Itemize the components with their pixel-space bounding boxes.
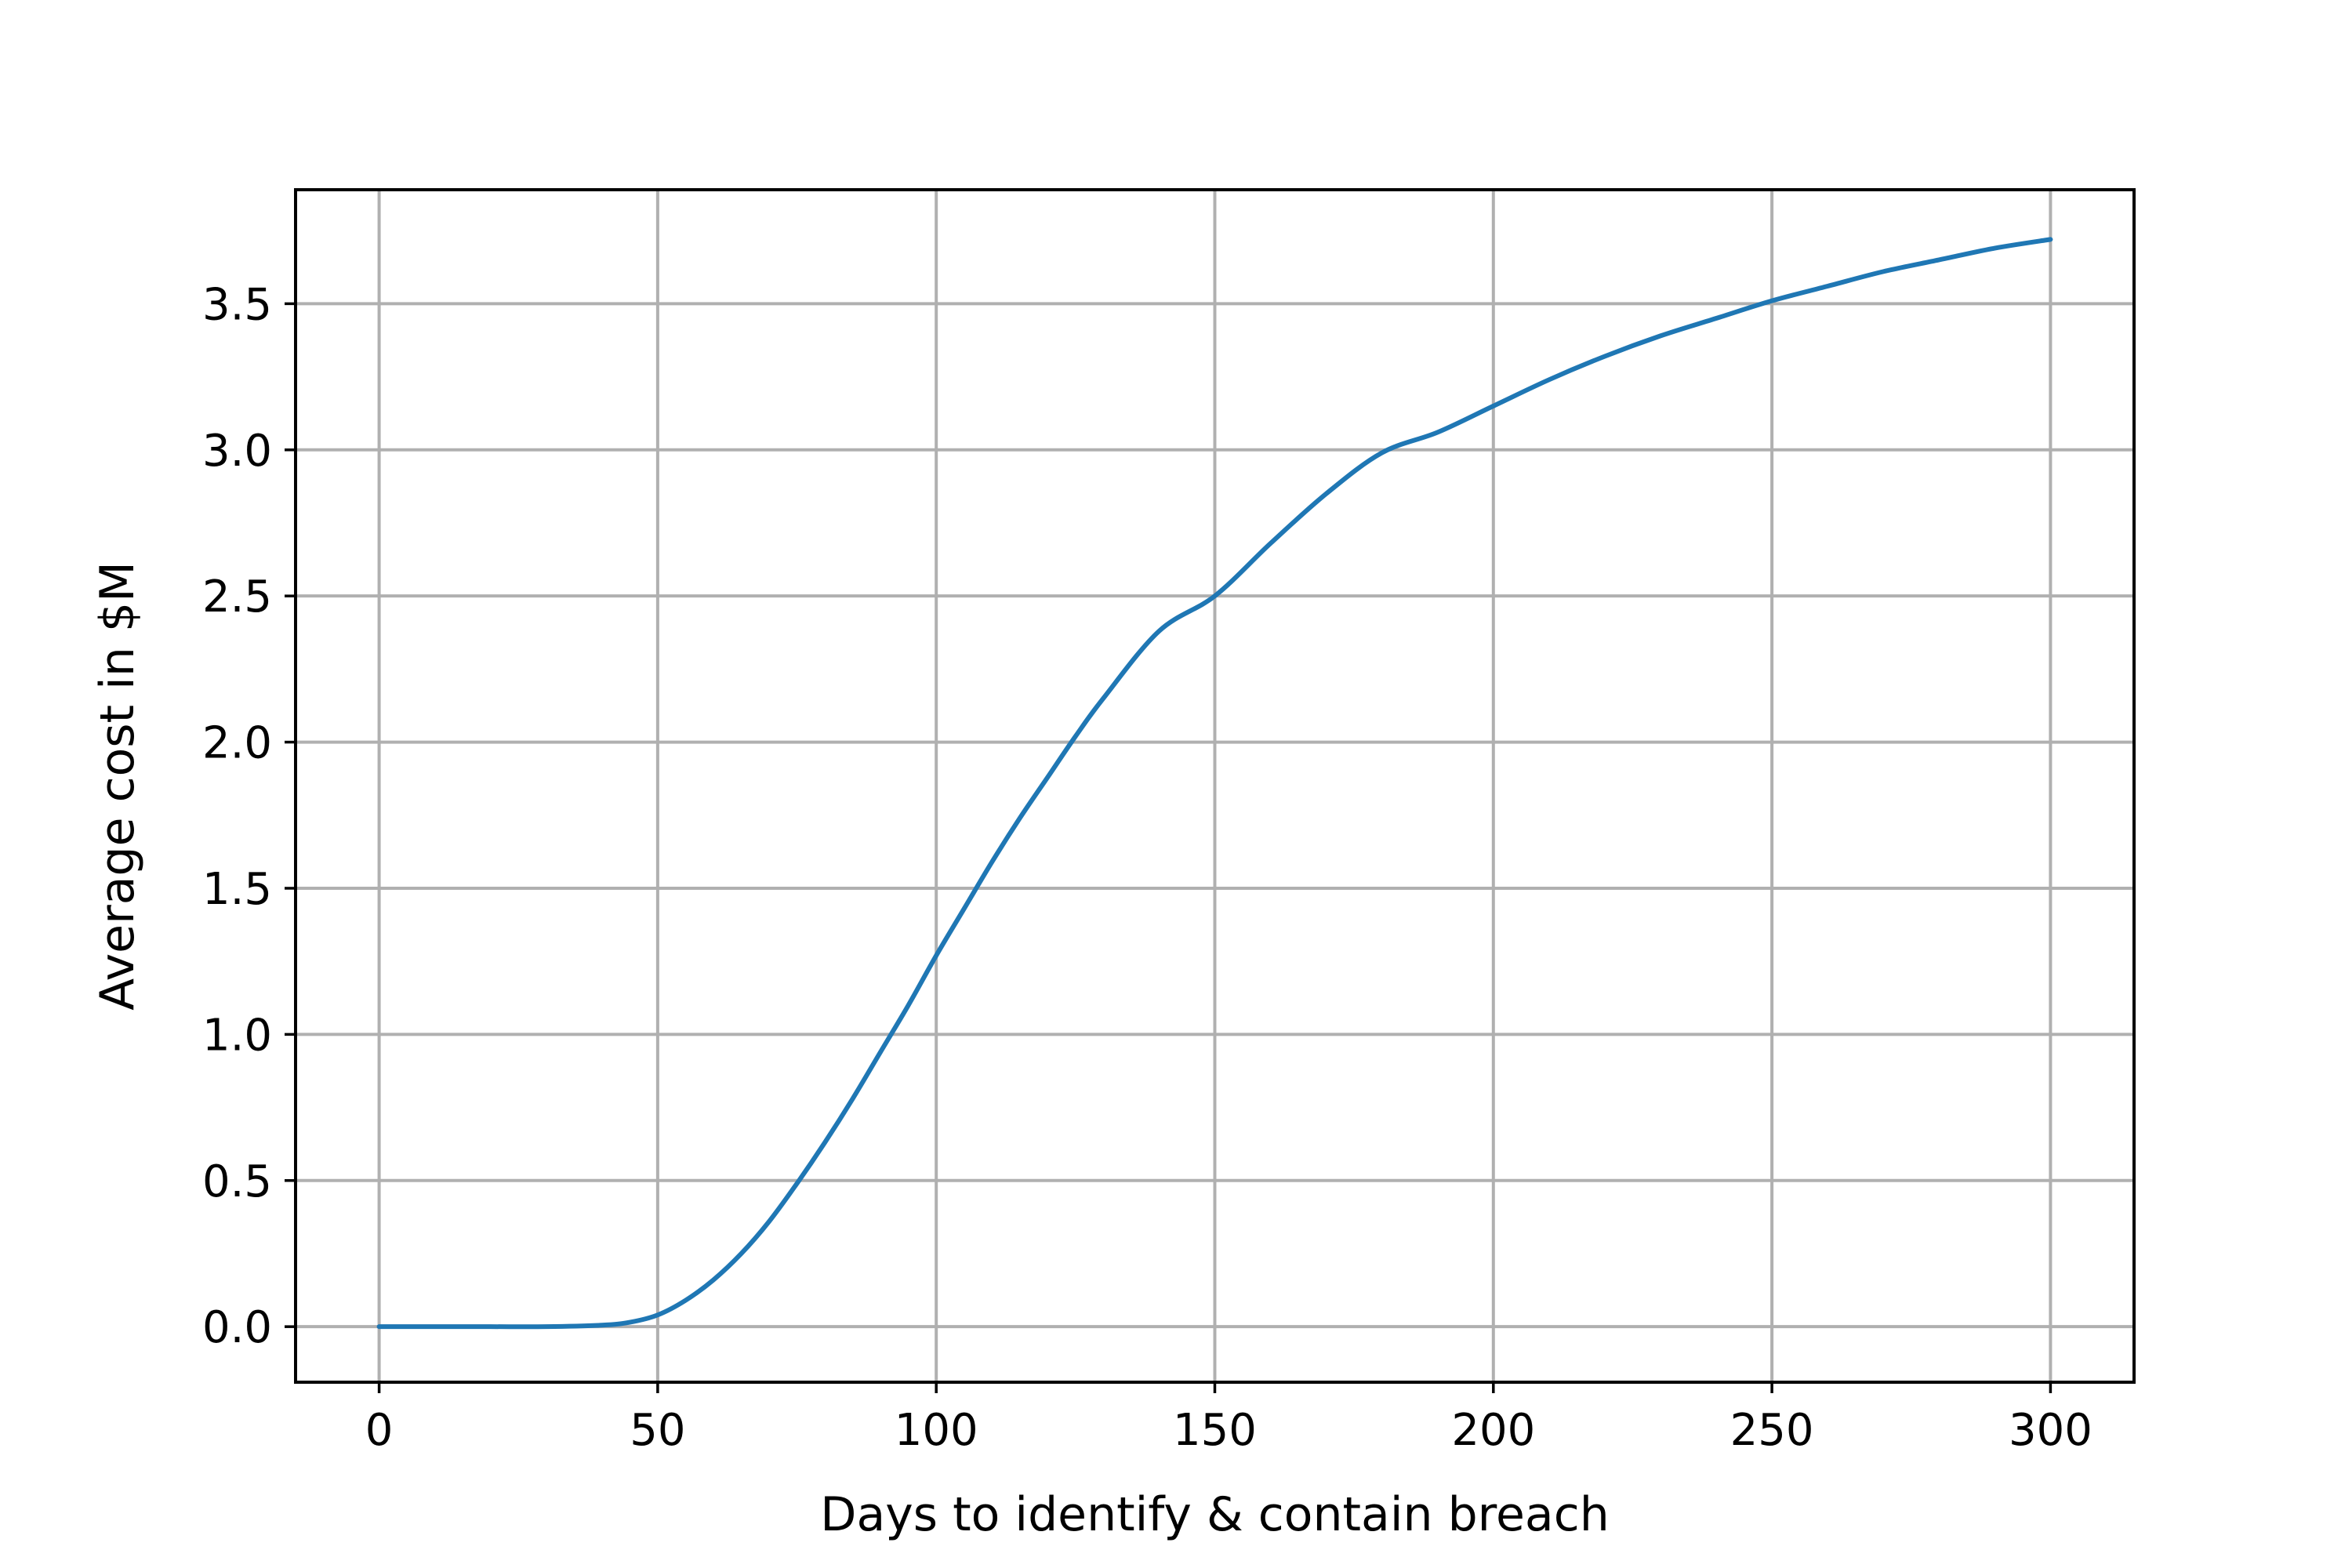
y-tick-label: 0.0 — [202, 1302, 272, 1353]
x-tick-label: 250 — [1730, 1405, 1814, 1456]
x-tick-label: 100 — [895, 1405, 978, 1456]
ticks: 0 50 100 150 200 250 300 0.0 0.5 1.0 1.5 2.0 2.5 3.0 3… — [202, 279, 2092, 1456]
x-axis-label: Days to identify & contain breach — [820, 1487, 1609, 1542]
y-axis-label: Average cost in $M — [90, 561, 145, 1011]
y-tick-label: 1.0 — [202, 1010, 272, 1061]
y-tick-label: 1.5 — [202, 864, 272, 915]
x-tick-label: 50 — [630, 1405, 685, 1456]
x-tick-label: 200 — [1451, 1405, 1535, 1456]
y-tick-label: 3.0 — [202, 426, 272, 477]
y-tick-label: 3.5 — [202, 279, 272, 330]
series-line — [376, 237, 2053, 1330]
x-tick-label: 150 — [1173, 1405, 1257, 1456]
y-tick-label: 0.5 — [202, 1156, 272, 1207]
y-tick-label: 2.0 — [202, 718, 272, 769]
y-tick-label: 2.5 — [202, 572, 272, 622]
x-tick-label: 0 — [365, 1405, 394, 1456]
x-tick-label: 300 — [2009, 1405, 2092, 1456]
series-layer — [376, 237, 2053, 1330]
grid — [296, 190, 2134, 1382]
